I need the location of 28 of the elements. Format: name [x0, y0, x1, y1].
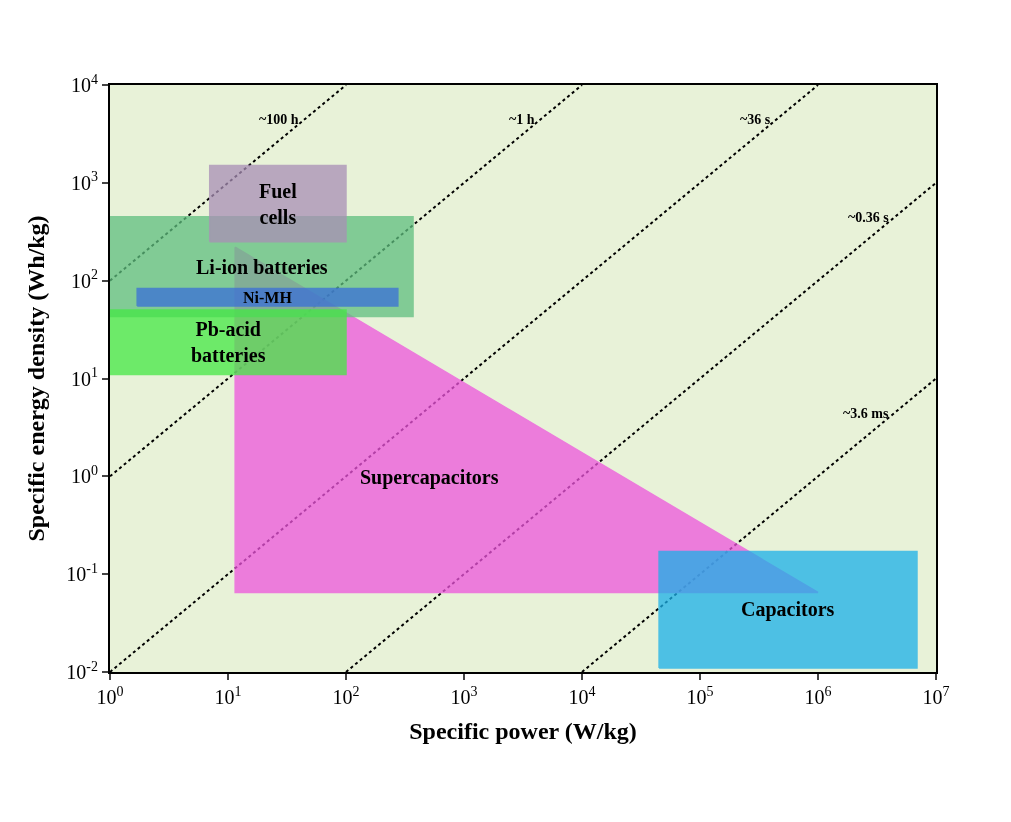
series-label: ~0.36 s — [848, 210, 890, 225]
x-axis-title: Specific power (W/kg) — [409, 717, 637, 744]
y-tick-label: 10$^{-1}$ — [66, 560, 98, 586]
y-tick-label: 10$^{2}$ — [71, 267, 98, 292]
y-tick-label: 10$^{3}$ — [71, 169, 98, 194]
x-tick-label: 10$^{5}$ — [686, 683, 714, 708]
series-label: Supercapacitors — [360, 466, 499, 489]
series-label: ~100 h — [259, 112, 299, 127]
x-tick-label: 10$^{6}$ — [804, 683, 832, 708]
series-label: Ni-MH — [243, 289, 293, 306]
y-tick-label: 10$^{4}$ — [71, 71, 98, 96]
y-tick-label: 10$^{0}$ — [71, 462, 98, 488]
series-label: Capacitors — [741, 598, 835, 621]
x-tick-label: 10$^{4}$ — [568, 683, 596, 708]
x-tick-label: 10$^{7}$ — [922, 683, 950, 708]
series-label: ~36 s — [740, 112, 771, 127]
x-tick-label: 10$^{2}$ — [332, 683, 360, 708]
series-label: ~1 h — [509, 112, 535, 127]
series-label: Fuel cells — [259, 180, 298, 228]
y-axis-title: Specific energy density (Wh/kg) — [22, 215, 49, 542]
series-label: ~3.6 ms — [843, 406, 889, 421]
y-tick-label: 10$^{1}$ — [71, 365, 98, 390]
series-label: Li-ion batteries — [196, 256, 328, 278]
x-tick-label: 10$^{0}$ — [96, 683, 124, 708]
y-tick-label: 10$^{-2}$ — [66, 658, 98, 683]
x-tick-label: 10$^{1}$ — [214, 683, 242, 708]
x-tick-label: 10$^{3}$ — [450, 683, 478, 708]
series-label: Pb-acid batteries — [191, 318, 266, 366]
